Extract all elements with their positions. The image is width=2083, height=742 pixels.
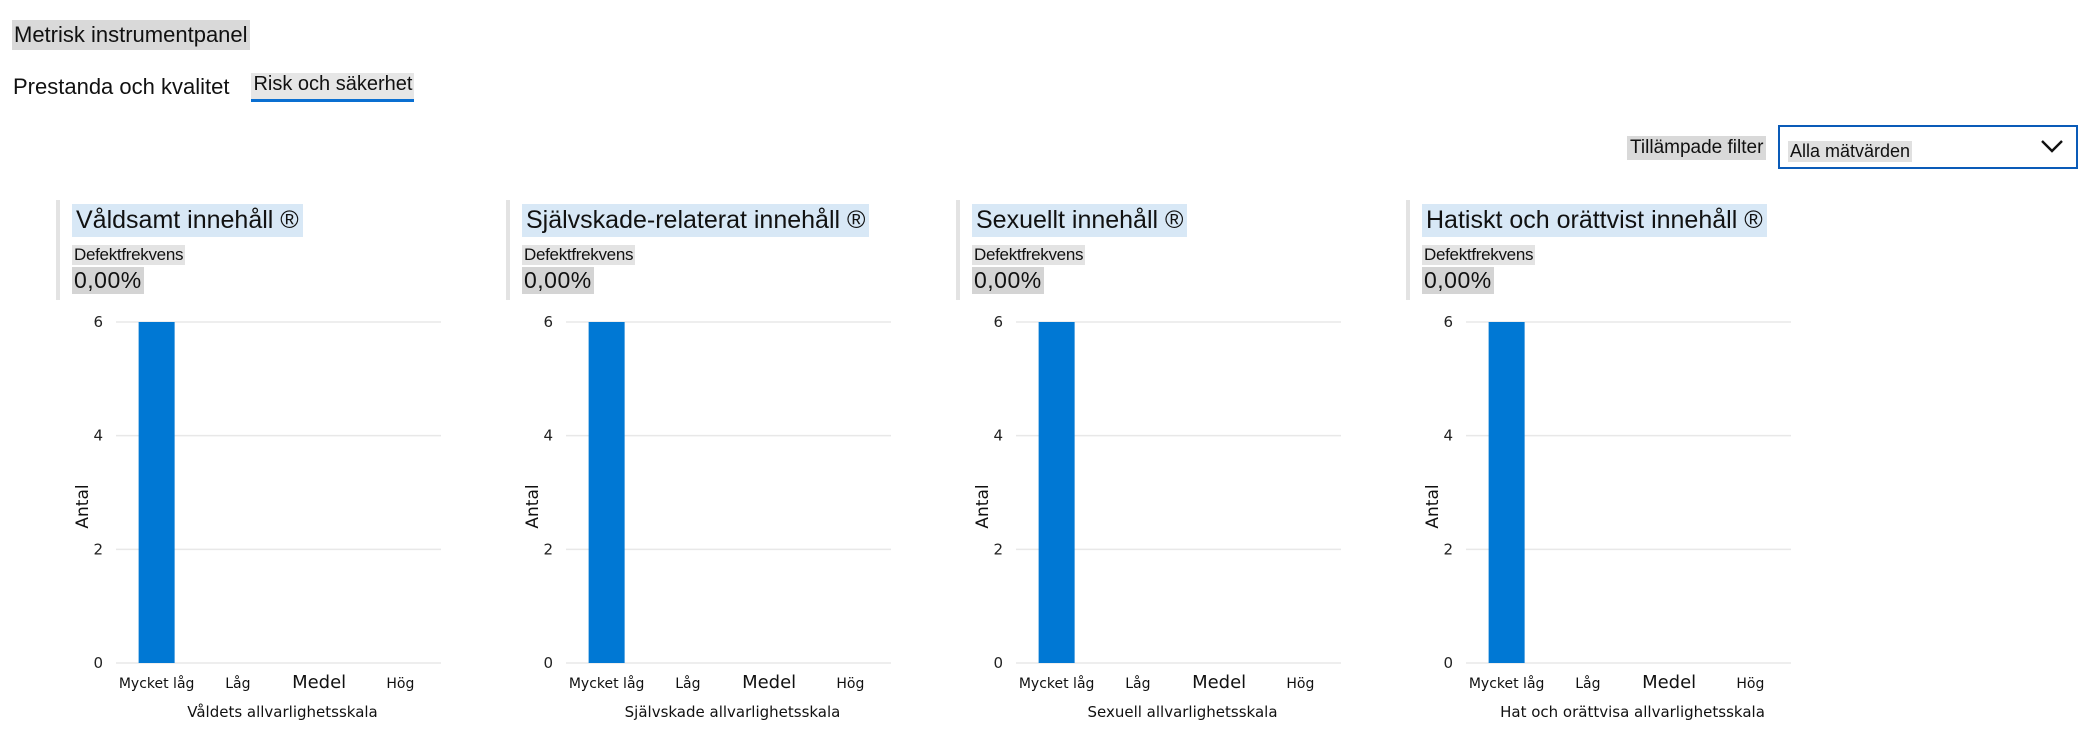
y-tick-label: 6 [1443,313,1453,331]
card-header: Sexuellt innehåll ® Defektfrekvens 0,00% [956,200,1188,300]
metric-label: Defektfrekvens [522,245,636,265]
y-tick-label: 6 [93,313,103,331]
x-tick-label: Medel [1192,672,1246,693]
x-tick-label: Mycket låg [119,675,195,692]
metric-card-violent: Våldsamt innehåll ® Defektfrekvens 0,00%… [56,200,476,740]
y-tick-label: 4 [543,427,553,445]
metric-card-self-harm: Självskade-relaterat innehåll ® Defektfr… [506,200,926,740]
y-axis-label: Antal [973,484,993,528]
filter-dropdown[interactable]: Alla mätvärden [1778,125,2078,169]
y-tick-label: 4 [993,427,1003,445]
metric-value: 0,00% [1422,267,1494,294]
y-axis-label: Antal [73,484,93,528]
card-title: Självskade-relaterat innehåll ® [522,204,870,237]
x-tick-label: Mycket låg [569,675,645,692]
metric-value: 0,00% [72,267,144,294]
x-axis-label: Våldets allvarlighetsskala [187,703,378,721]
x-tick-label: Medel [292,672,346,693]
bar [1488,322,1525,663]
bar-chart-sexual: 0 2 4 6 Antal Mycket låg Låg Medel Hög Sexuell al… [973,313,1341,721]
card-header: Självskade-relaterat innehåll ® Defektfr… [506,200,870,300]
y-tick-label: 0 [543,654,553,672]
bar [1038,322,1075,663]
y-tick-label: 0 [1443,654,1453,672]
y-tick-label: 2 [543,540,553,558]
x-tick-label: Mycket låg [1019,675,1095,692]
card-title: Sexuellt innehåll ® [972,204,1188,237]
y-tick-label: 2 [993,540,1003,558]
x-tick-label: Låg [1125,675,1150,692]
tab-risk-safety[interactable]: Risk och säkerhet [251,73,415,102]
bar-chart-hateful: 0 2 4 6 Antal Mycket låg Låg Medel Hög Hat och or… [1423,313,1791,721]
card-header: Våldsamt innehåll ® Defektfrekvens 0,00% [56,200,303,300]
x-tick-label: Låg [1575,675,1600,692]
x-tick-label: Medel [1642,672,1696,693]
y-tick-label: 2 [93,540,103,558]
y-tick-label: 0 [993,654,1003,672]
x-tick-label: Hög [836,676,864,692]
metric-card-sexual: Sexuellt innehåll ® Defektfrekvens 0,00%… [956,200,1376,740]
bar [138,322,175,663]
page-title: Metrisk instrumentpanel [12,20,250,50]
x-axis-label: Självskade allvarlighetsskala [625,703,841,721]
y-tick-label: 0 [93,654,103,672]
x-axis-label: Sexuell allvarlighetsskala [1087,703,1277,721]
x-tick-label: Låg [675,675,700,692]
bar [588,322,625,663]
x-axis-label: Hat och orättvisa allvarlighetsskala [1500,703,1765,721]
metric-label: Defektfrekvens [72,245,186,265]
y-tick-label: 4 [93,427,103,445]
x-tick-label: Hög [1286,676,1314,692]
card-title: Våldsamt innehåll ® [72,204,303,237]
y-tick-label: 6 [543,313,553,331]
tab-performance-quality[interactable]: Prestanda och kvalitet [13,74,230,99]
metric-value: 0,00% [522,267,594,294]
y-tick-label: 6 [993,313,1003,331]
x-tick-label: Mycket låg [1469,675,1545,692]
x-tick-label: Hög [386,676,414,692]
metric-label: Defektfrekvens [1422,245,1536,265]
y-tick-label: 4 [1443,427,1453,445]
y-axis-label: Antal [1423,484,1443,528]
bar-chart-violent: 0 2 4 6 Antal Mycket låg Låg Medel Hög Våldets al… [73,313,441,721]
metric-card-hateful: Hatiskt och orättvist innehåll ® Defektf… [1406,200,1826,740]
bar-chart-self-harm: 0 2 4 6 Antal Mycket låg Låg Medel Hög Självskade… [523,313,891,721]
card-header: Hatiskt och orättvist innehåll ® Defektf… [1406,200,1767,300]
tab-bar: Prestanda och kvalitet Risk och säkerhet [13,72,415,102]
y-axis-label: Antal [523,484,543,528]
filter-selected-value: Alla mätvärden [1788,140,1913,162]
metric-label: Defektfrekvens [972,245,1086,265]
chevron-down-icon [2040,138,2064,159]
y-tick-label: 2 [1443,540,1453,558]
filter-label: Tillämpade filter [1627,136,1767,160]
x-tick-label: Medel [742,672,796,693]
card-title: Hatiskt och orättvist innehåll ® [1422,204,1767,237]
x-tick-label: Låg [225,675,250,692]
x-tick-label: Hög [1736,676,1764,692]
metric-value: 0,00% [972,267,1044,294]
